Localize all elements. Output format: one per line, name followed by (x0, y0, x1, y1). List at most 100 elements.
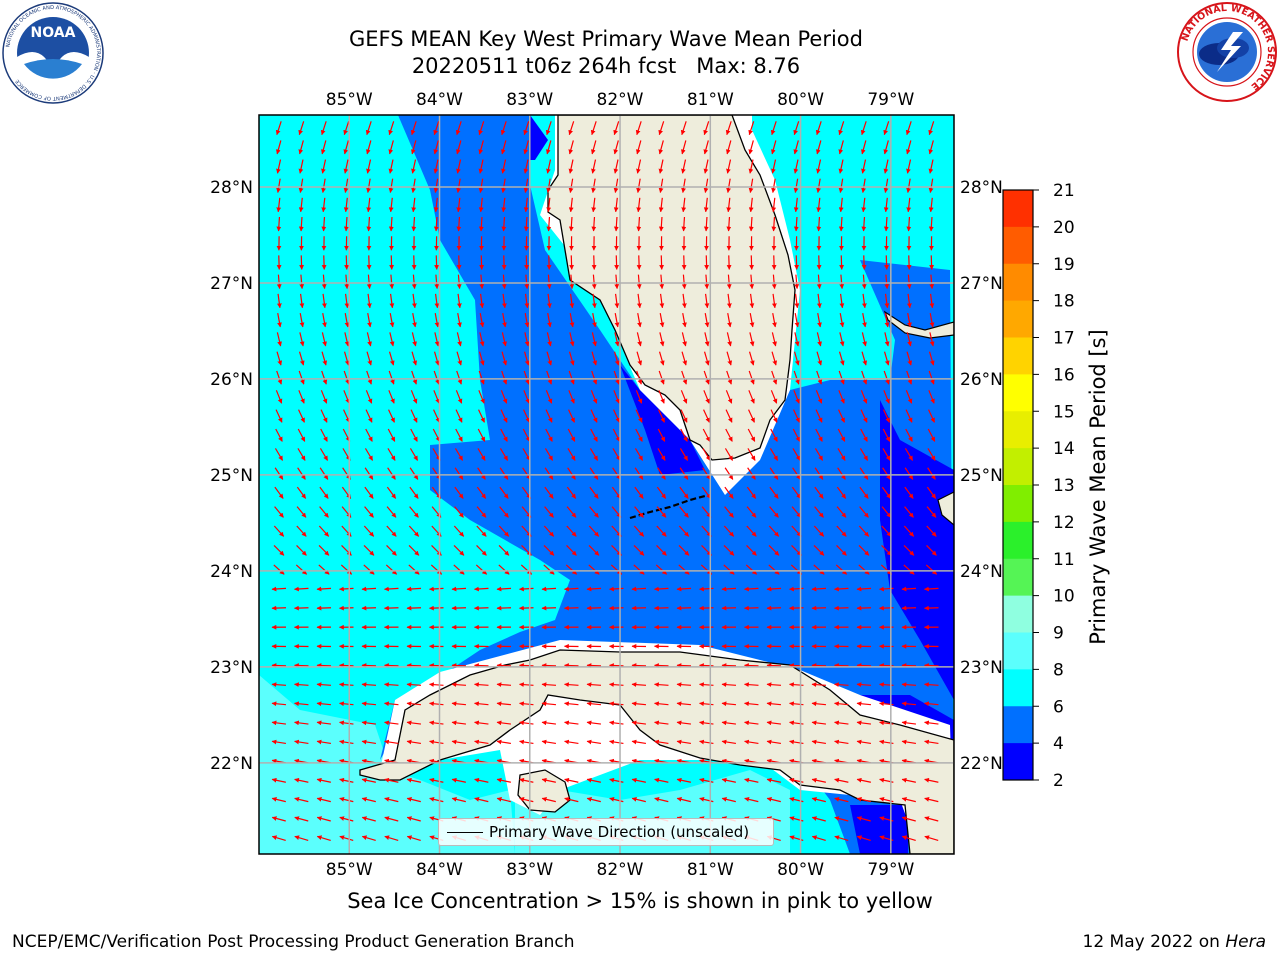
wave-arrow (926, 486, 937, 499)
ocean-period-4-6 (380, 115, 954, 854)
wave-arrow (726, 332, 732, 347)
lat-label-right: 26°N (960, 370, 1003, 390)
wave-arrow (456, 274, 462, 290)
wave-arrow (858, 525, 870, 537)
wave-arrow (676, 682, 692, 688)
wave-arrow (654, 701, 669, 707)
wave-arrow (298, 390, 305, 404)
lon-label-top: 84°W (416, 90, 463, 110)
wave-arrow (924, 739, 939, 745)
colorbar-tick-label: 12 (1053, 513, 1075, 533)
wave-arrow (725, 428, 733, 442)
wave-arrow (344, 274, 350, 290)
wave-arrow (501, 370, 508, 385)
wave-arrow (519, 605, 534, 611)
lon-label-top: 80°W (777, 90, 824, 110)
wave-arrow (433, 390, 440, 404)
wave-arrow (724, 448, 734, 461)
wave-arrow (609, 586, 624, 592)
wave-arrow (612, 448, 621, 461)
wave-arrow (856, 586, 872, 592)
wave-arrow (861, 274, 867, 290)
wave-arrow (928, 351, 935, 366)
wave-arrow (834, 701, 849, 707)
wave-arrow (860, 140, 867, 155)
wave-arrow (568, 390, 575, 404)
wave-arrow (815, 121, 822, 136)
wave-arrow (546, 293, 552, 309)
wave-arrow (386, 486, 397, 499)
wave-arrow (659, 274, 665, 290)
wave-arrow (658, 178, 664, 193)
wave-arrow (588, 545, 600, 556)
wave-arrow (276, 351, 283, 366)
wave-arrow (406, 777, 421, 783)
wave-arrow (726, 178, 731, 193)
wave-arrow (744, 739, 759, 745)
wave-arrow (699, 663, 714, 668)
lat-label-right: 23°N (960, 658, 1003, 678)
wave-arrow (411, 351, 418, 366)
wave-arrow (654, 720, 669, 726)
wave-arrow (655, 564, 668, 575)
wave-arrow (586, 777, 601, 783)
wave-arrow (410, 140, 417, 155)
wave-arrow (451, 720, 467, 726)
wave-arrow (814, 506, 824, 518)
wave-arrow (343, 159, 349, 174)
wave-arrow (766, 777, 781, 783)
axis-tick-labels: 85°W 85°W 84°W 84°W 83°W 83°W 82°W 82°W 81°W 81°W… (210, 90, 1003, 880)
colorbar-segment (1003, 263, 1033, 302)
wave-arrow (298, 178, 304, 193)
wave-arrow (614, 293, 620, 309)
title-line-2: 20220511 t06z 264h fcst Max: 8.76 (411, 54, 801, 78)
wave-arrow (748, 390, 755, 404)
wave-arrow (590, 390, 598, 404)
wave-arrow (906, 332, 912, 347)
wave-arrow (658, 159, 664, 174)
wave-arrow (586, 586, 602, 592)
wave-arrow (564, 797, 579, 803)
wave-arrow (905, 390, 913, 404)
lat-label-right: 28°N (960, 178, 1003, 198)
wave-arrow (793, 159, 799, 174)
wave-arrow (681, 293, 687, 309)
wave-arrow (838, 159, 844, 174)
wave-arrow (928, 216, 934, 232)
wave-arrow (929, 274, 935, 290)
wave-arrow (541, 586, 557, 592)
wave-arrow (658, 121, 665, 136)
wave-arrow (883, 140, 889, 155)
wave-arrow (771, 197, 777, 213)
wave-arrow (275, 428, 283, 442)
wave-arrow (500, 121, 507, 136)
wave-arrow (321, 178, 326, 193)
wave-arrow (519, 797, 534, 803)
wave-arrow (564, 739, 579, 745)
wave-arrow (881, 545, 892, 556)
wave-arrow (834, 777, 849, 783)
wave-arrow (860, 409, 868, 423)
wave-arrow (384, 816, 399, 822)
wave-arrow (794, 274, 800, 290)
wave-arrow (815, 390, 823, 404)
wave-arrow (519, 720, 534, 726)
wave-arrow (676, 720, 692, 726)
wave-arrow (406, 835, 421, 841)
wave-arrow (834, 663, 849, 668)
wave-arrow (882, 448, 891, 461)
wave-arrow (726, 274, 732, 290)
wave-arrow (409, 506, 419, 518)
wave-arrow (523, 159, 529, 174)
wave-arrow (681, 216, 687, 232)
wave-arrow (586, 701, 602, 707)
wave-arrow (339, 701, 354, 707)
wave-arrow (568, 159, 574, 174)
wave-arrow (569, 293, 575, 309)
wave-arrow (614, 274, 620, 290)
wave-arrow (388, 351, 395, 366)
wave-arrow (276, 178, 281, 193)
wave-arrow (298, 197, 304, 213)
wave-arrow (388, 178, 394, 193)
wave-arrow (339, 605, 354, 611)
